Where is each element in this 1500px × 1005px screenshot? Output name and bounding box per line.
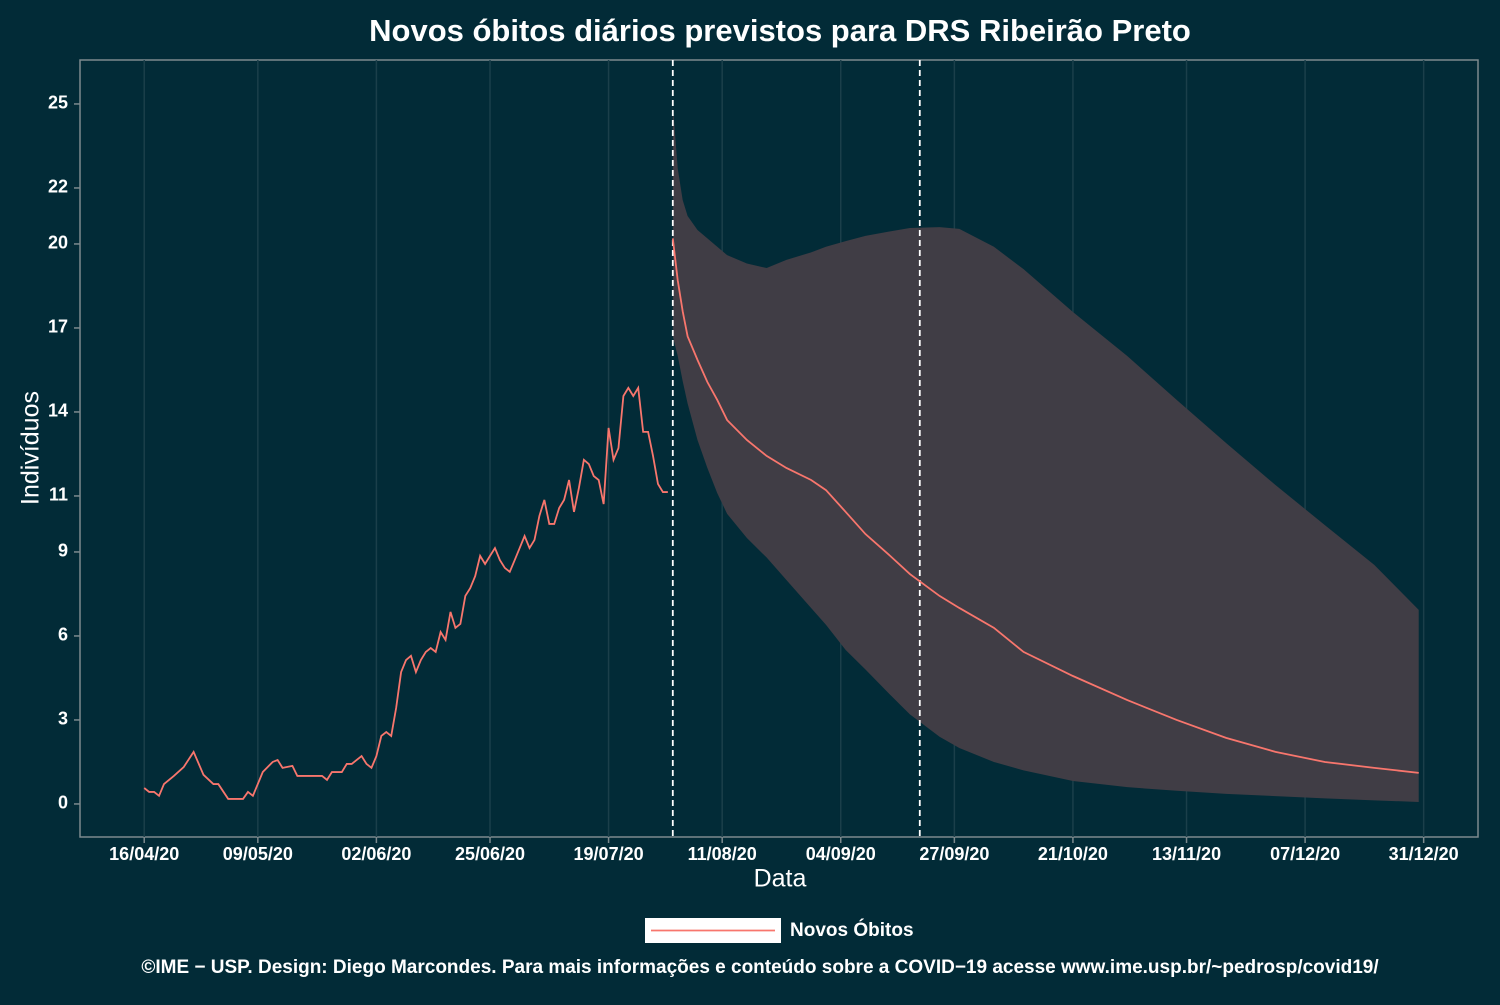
y-tick-label: 25 xyxy=(48,93,68,113)
caption: ©IME − USP. Design: Diego Marcondes. Par… xyxy=(141,957,1379,978)
y-tick-label: 3 xyxy=(58,709,68,729)
legend-label: Novos Óbitos xyxy=(790,919,914,941)
x-tick-label: 19/07/20 xyxy=(574,844,644,864)
plot-border xyxy=(79,59,1479,838)
x-tick-label: 21/10/20 xyxy=(1038,844,1108,864)
y-tick-label: 9 xyxy=(58,541,68,561)
x-tick-label: 16/04/20 xyxy=(109,844,179,864)
x-tick-label: 11/08/20 xyxy=(688,844,757,864)
x-tick-label: 31/12/20 xyxy=(1389,844,1459,864)
y-axis-label: Indivíduos xyxy=(17,391,45,505)
confidence-band xyxy=(672,105,1419,802)
data-line xyxy=(143,385,668,800)
x-tick-label: 09/05/20 xyxy=(223,844,293,864)
y-tick-label: 11 xyxy=(49,485,68,505)
y-tick-label: 0 xyxy=(58,793,68,813)
x-tick-label: 02/06/20 xyxy=(341,844,411,864)
data-line xyxy=(671,238,1419,774)
legend-item: Novos Óbitos xyxy=(645,918,914,943)
y-tick-label: 22 xyxy=(48,177,68,197)
x-tick-label: 27/09/20 xyxy=(919,844,989,864)
x-tick-label: 25/06/20 xyxy=(455,844,525,864)
x-tick-label: 07/12/20 xyxy=(1270,844,1340,864)
y-tick-label: 6 xyxy=(58,625,68,645)
x-axis-label: Data xyxy=(754,865,807,893)
y-tick-label: 20 xyxy=(48,233,68,253)
y-tick-label: 17 xyxy=(48,317,68,337)
y-tick-label: 14 xyxy=(48,401,68,421)
chart-title: Novos óbitos diários previstos para DRS … xyxy=(369,13,1191,48)
x-tick-label: 04/09/20 xyxy=(806,844,876,864)
x-tick-label: 13/11/20 xyxy=(1152,844,1221,864)
